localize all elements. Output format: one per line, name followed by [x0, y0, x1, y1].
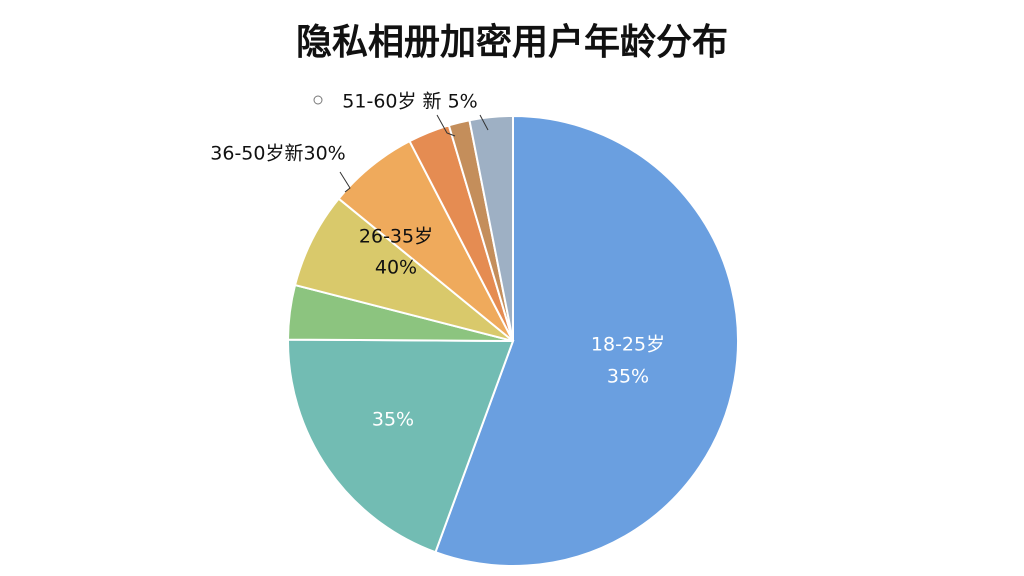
- data-label: 35%: [372, 409, 414, 431]
- data-label: 51-60岁 新 5%: [342, 91, 477, 113]
- data-label: 18-25岁: [591, 334, 665, 356]
- pie-slice: [434, 114, 739, 567]
- legend-marker: [313, 95, 323, 105]
- leader-line: [436, 114, 456, 137]
- data-label: 26-35岁: [359, 226, 433, 248]
- data-label: 36-50岁新30%: [210, 143, 345, 165]
- pie-slice: [287, 338, 515, 554]
- leader-line: [339, 171, 351, 193]
- labels: 18-25岁 35% 35% 26-35岁 40% 36-50岁新30% 51-60岁 新 …: [210, 91, 665, 431]
- data-label: 40%: [375, 257, 417, 279]
- pie-slice: [468, 114, 514, 342]
- chart-title: 隐私相册加密用户年龄分布: [296, 21, 728, 63]
- pie: [286, 114, 739, 567]
- leader-lines: [339, 114, 489, 193]
- leader-line: [479, 114, 489, 131]
- data-label: 35%: [607, 366, 649, 388]
